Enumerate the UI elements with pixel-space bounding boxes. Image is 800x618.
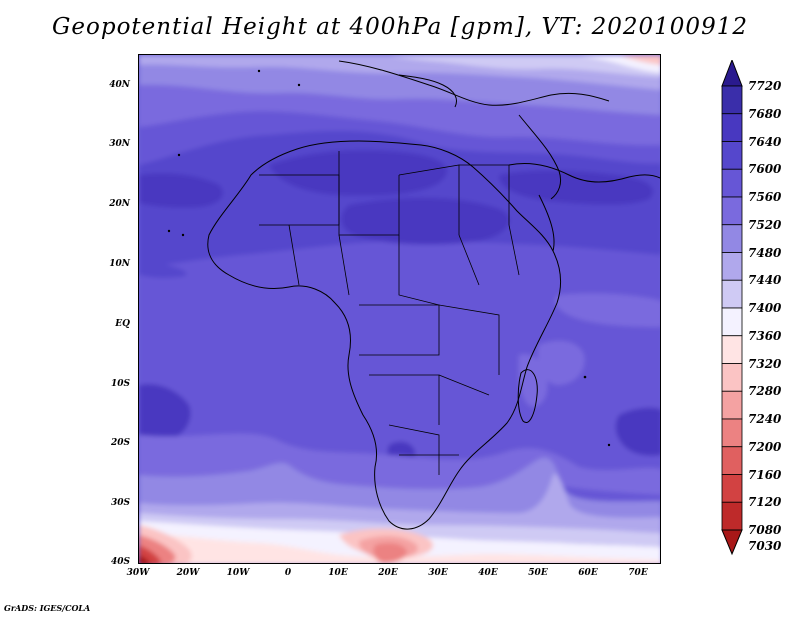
colorbar-swatch — [721, 85, 743, 115]
colorbar-level-label: 7520 — [748, 217, 782, 232]
colorbar-level-label: 7280 — [748, 384, 782, 399]
colorbar-level-label: 7640 — [748, 134, 782, 149]
colorbar-swatch — [721, 196, 743, 226]
lon-tick-label: 60E — [578, 568, 598, 578]
colorbar-swatch — [721, 168, 743, 198]
colorbar-swatch — [721, 113, 743, 142]
colorbar-level-label: 7560 — [748, 190, 782, 204]
colorbar-level-label: 7600 — [748, 162, 782, 177]
colorbar-swatch — [721, 390, 743, 420]
map-title: Geopotential Height at 400hPa [gpm], VT:… — [52, 14, 748, 40]
lat-tick-label: 30N — [109, 139, 130, 149]
lat-tick-label: 40S — [110, 557, 130, 567]
lon-tick-label: 20E — [378, 568, 398, 578]
colorbar-swatch — [721, 279, 743, 309]
lat-tick-label: 30S — [110, 498, 130, 508]
lon-tick-label: 10W — [226, 568, 250, 578]
colorbar-swatch — [721, 418, 743, 448]
lon-tick-label: 30W — [126, 568, 150, 578]
credit-footer: GrADS: IGES/COLA — [4, 603, 91, 613]
lat-tick-label: 20N — [109, 199, 130, 209]
colorbar-swatch — [721, 252, 743, 281]
colorbar-level-label: 7360 — [748, 328, 782, 343]
colorbar-bottom-arrow — [721, 529, 743, 556]
lon-tick-label: 40E — [478, 568, 498, 578]
lon-tick-label: 30E — [428, 568, 448, 578]
colorbar-level-label: 7030 — [748, 539, 782, 553]
colorbar — [720, 58, 744, 560]
coastlines — [207, 60, 660, 530]
lat-tick-label: 10S — [110, 379, 130, 389]
colorbar-level-label: 7320 — [748, 356, 782, 371]
colorbar-level-label: 7720 — [748, 79, 782, 93]
colorbar-top-arrow — [721, 58, 743, 87]
colorbar-swatch — [721, 335, 743, 364]
colorbar-level-label: 7400 — [748, 301, 782, 315]
lat-tick-label: 20S — [110, 438, 130, 448]
colorbar-level-label: 7120 — [748, 495, 782, 510]
lon-tick-label: 10E — [328, 568, 348, 578]
colorbar-level-label: 7680 — [748, 106, 782, 121]
colorbar-swatch — [721, 141, 743, 170]
colorbar-level-label: 7240 — [748, 412, 782, 426]
colorbar-swatch — [721, 446, 743, 475]
geopotential-field — [139, 55, 660, 563]
lon-tick-label: 20W — [176, 568, 200, 578]
lat-tick-label: 10N — [109, 259, 130, 269]
colorbar-swatch — [721, 363, 743, 392]
country-borders — [259, 151, 520, 475]
colorbar-graphic — [721, 58, 743, 556]
colorbar-level-label: 7080 — [748, 523, 782, 537]
lon-tick-label: 70E — [628, 568, 648, 578]
colorbar-level-label: 7480 — [748, 245, 782, 260]
colorbar-swatch — [721, 501, 743, 531]
colorbar-level-label: 7440 — [748, 273, 782, 288]
colorbar-swatch — [721, 307, 743, 337]
colorbar-swatches — [721, 85, 743, 531]
lon-tick-label: 0 — [284, 568, 292, 578]
lon-tick-label: 50E — [528, 568, 548, 578]
lat-tick-label: 40N — [109, 80, 130, 90]
map-panel — [138, 54, 661, 564]
colorbar-swatch — [721, 474, 743, 503]
height-contour-fill — [139, 55, 660, 563]
colorbar-level-label: 7160 — [748, 467, 782, 482]
colorbar-swatch — [721, 224, 743, 253]
colorbar-level-label: 7200 — [748, 439, 782, 454]
islands — [167, 69, 611, 447]
lat-tick-label: EQ — [115, 319, 130, 329]
